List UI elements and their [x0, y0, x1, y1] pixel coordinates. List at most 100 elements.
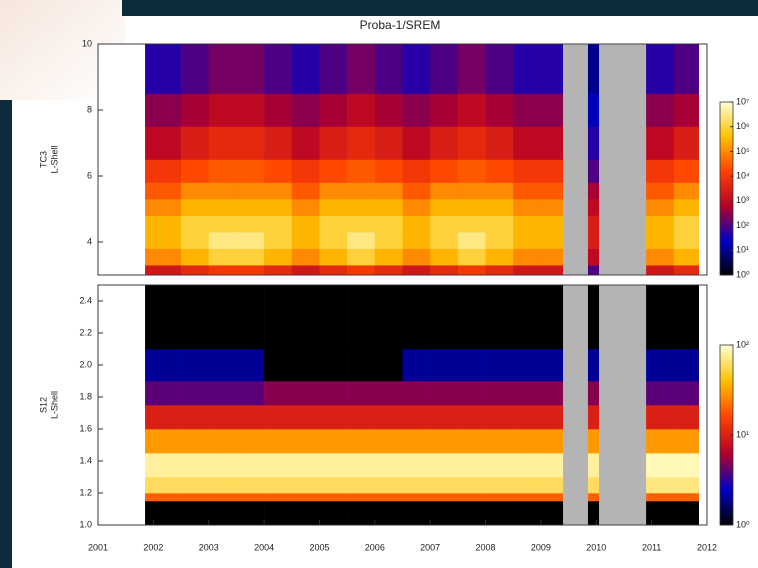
heatmap-cell — [430, 381, 459, 406]
heatmap-cell — [319, 509, 348, 526]
heatmap-cell — [347, 232, 376, 249]
colorbar-tick-label: 10⁷ — [736, 96, 749, 106]
heatmap-cell — [402, 405, 431, 430]
heatmap-cell — [236, 159, 265, 183]
heatmap-cell — [513, 381, 542, 406]
heatmap-cell — [485, 477, 514, 494]
heatmap-cell — [347, 501, 376, 510]
colorbar-swatch — [720, 375, 733, 379]
heatmap-cell — [430, 493, 459, 502]
heatmap-cell — [646, 493, 675, 502]
heatmap-cell — [430, 93, 459, 127]
heatmap-cell — [646, 405, 675, 430]
colorbar-swatch — [720, 345, 733, 349]
no-data — [599, 285, 647, 525]
heatmap-cell — [485, 215, 514, 233]
colorbar-swatch — [720, 202, 733, 207]
y-tick-label: 1.6 — [79, 423, 92, 433]
heatmap-cell — [457, 453, 486, 478]
colorbar-tick-label: 10¹ — [736, 245, 749, 255]
plot-frame — [97, 43, 708, 276]
x-tick-label: 2006 — [365, 542, 385, 552]
heatmap-cell — [513, 501, 542, 510]
heatmap-cell — [457, 159, 486, 183]
heatmap-cell — [673, 93, 699, 127]
heatmap-cell — [673, 405, 699, 430]
heatmap-cell — [374, 182, 403, 200]
colorbar-swatch — [720, 456, 733, 460]
heatmap-cell — [145, 453, 182, 478]
heatmap-cell — [374, 453, 403, 478]
heatmap-cell — [402, 215, 431, 233]
heatmap-cell — [319, 405, 348, 430]
heatmap-cell — [347, 477, 376, 494]
heatmap-cell — [145, 493, 182, 502]
heatmap-cell — [374, 248, 403, 266]
heatmap-cell — [513, 453, 542, 478]
heatmap-cell — [319, 381, 348, 406]
y-tick-label: 1.0 — [79, 519, 92, 529]
heatmap-cell — [208, 453, 237, 478]
heatmap-cell — [485, 159, 514, 183]
colorbar-swatch — [720, 441, 733, 445]
heatmap-cell — [319, 453, 348, 478]
colorbar-tick-label: 10⁰ — [736, 269, 750, 279]
heatmap-cell — [264, 44, 293, 94]
heatmap-cell — [457, 429, 486, 454]
heatmap-cell — [646, 477, 675, 494]
heatmap-cell — [236, 429, 265, 454]
heatmap-cell — [673, 126, 699, 160]
y-tick-label: 6 — [87, 170, 92, 180]
heatmap-cell — [673, 248, 699, 266]
heatmap-cell — [430, 349, 459, 382]
heatmap-cell — [291, 126, 320, 160]
heatmap-cell — [540, 501, 564, 510]
heatmap-cell — [319, 215, 348, 233]
heatmap-cell — [587, 232, 600, 249]
heatmap-cell — [457, 381, 486, 406]
y-axis-label: TC3 — [38, 151, 48, 168]
heatmap-cell — [374, 509, 403, 526]
heatmap-cell — [457, 509, 486, 526]
heatmap-cell — [264, 126, 293, 160]
heatmap-cell — [457, 215, 486, 233]
colorbar-tick-label: 10¹ — [736, 429, 749, 439]
heatmap-cell — [402, 182, 431, 200]
colorbar-swatch — [720, 357, 733, 361]
no-data — [563, 285, 589, 525]
heatmap-cell — [587, 477, 600, 494]
heatmap-cell — [181, 509, 210, 526]
heatmap-cell — [347, 381, 376, 406]
colorbar-swatch — [720, 225, 733, 230]
heatmap-cell — [181, 477, 210, 494]
colorbar-swatch — [720, 438, 733, 442]
heatmap-cell — [145, 199, 182, 216]
heatmap-cell — [208, 232, 237, 249]
colorbar-tick-label: 10⁴ — [736, 171, 750, 181]
heatmap-cell — [347, 248, 376, 266]
heatmap-cell — [430, 232, 459, 249]
heatmap-cell — [181, 405, 210, 430]
heatmap-cell — [673, 44, 699, 94]
heatmap-cell — [673, 199, 699, 216]
heatmap-cell — [402, 477, 431, 494]
colorbar-swatch — [720, 498, 733, 502]
heatmap-cell — [236, 44, 265, 94]
heatmap-cell — [291, 501, 320, 510]
heatmap-cell — [145, 248, 182, 266]
heatmap-cell — [646, 199, 675, 216]
heatmap-cell — [264, 232, 293, 249]
heatmap-cell — [457, 232, 486, 249]
heatmap-cell — [291, 453, 320, 478]
heatmap-cell — [540, 453, 564, 478]
heatmap-cell — [145, 126, 182, 160]
heatmap-cell — [540, 477, 564, 494]
colorbar-swatch — [720, 257, 733, 261]
heatmap-cell — [319, 159, 348, 183]
heatmap-cell — [236, 405, 265, 430]
heatmap-cell — [587, 182, 600, 200]
heatmap-cell — [181, 248, 210, 266]
colorbar-swatch — [720, 483, 733, 487]
colorbar-swatch — [720, 266, 733, 270]
colorbar-swatch — [720, 231, 733, 236]
